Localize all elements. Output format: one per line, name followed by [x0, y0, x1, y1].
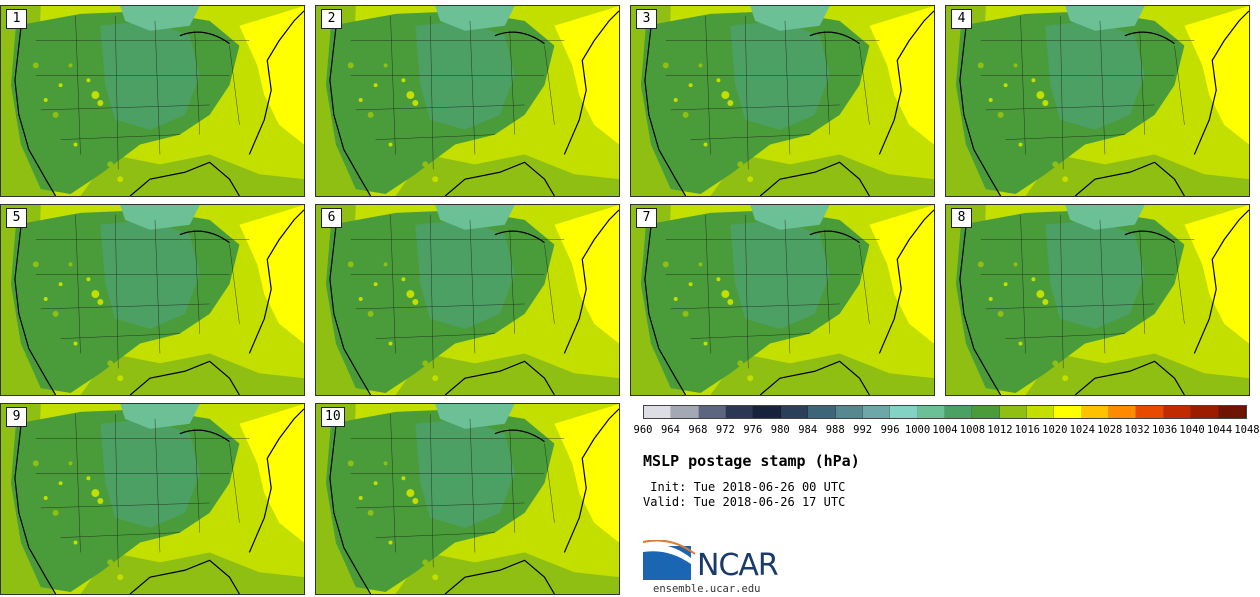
- colorbar-tick-label: 984: [798, 424, 818, 436]
- member-number: 2: [321, 9, 342, 29]
- chart-title: MSLP postage stamp (hPa): [643, 452, 860, 470]
- member-number: 10: [321, 407, 345, 427]
- stamp-panel-9: 9: [0, 403, 305, 595]
- colorbar-swatch: [835, 406, 863, 418]
- colorbar-tick-label: 1040: [1179, 424, 1205, 436]
- colorbar: [643, 405, 1247, 419]
- colorbar-tick-label: 996: [880, 424, 900, 436]
- member-number: 7: [636, 208, 657, 228]
- member-number: 8: [951, 208, 972, 228]
- stamp-panel-6: 6: [315, 204, 620, 396]
- mslp-map: [316, 205, 619, 395]
- colorbar-swatch: [698, 406, 727, 418]
- stamp-panel-3: 3: [630, 5, 935, 197]
- colorbar-swatch: [1218, 406, 1246, 418]
- colorbar-swatch: [972, 406, 1000, 418]
- colorbar-tick-label: 964: [660, 424, 680, 436]
- mslp-map: [631, 205, 934, 395]
- member-number: 3: [636, 9, 657, 29]
- mslp-map: [946, 6, 1249, 196]
- colorbar-tick-label: 976: [743, 424, 763, 436]
- member-number: 9: [6, 407, 27, 427]
- colorbar-swatch: [917, 406, 945, 418]
- colorbar-swatch: [1109, 406, 1137, 418]
- ncar-logo-text: NCAR: [697, 548, 779, 583]
- colorbar-swatch: [1136, 406, 1164, 418]
- colorbar-tick-label: 1028: [1097, 424, 1123, 436]
- valid-time: Valid: Tue 2018-06-26 17 UTC: [643, 495, 846, 509]
- colorbar-swatch: [808, 406, 836, 418]
- member-number: 4: [951, 9, 972, 29]
- colorbar-swatch: [944, 406, 973, 418]
- colorbar-swatch: [753, 406, 781, 418]
- colorbar-swatch: [1054, 406, 1082, 418]
- colorbar-tick-label: 960: [633, 424, 653, 436]
- colorbar-tick-label: 1004: [932, 424, 958, 436]
- mslp-map: [946, 205, 1249, 395]
- member-number: 5: [6, 208, 27, 228]
- colorbar-tick-label: 1000: [904, 424, 931, 436]
- mslp-map: [316, 404, 619, 594]
- colorbar-tick-label: 988: [825, 424, 845, 436]
- colorbar-tick-label: 1020: [1042, 424, 1068, 436]
- init-time: Init: Tue 2018-06-26 00 UTC: [643, 480, 846, 494]
- stamp-panel-8: 8: [945, 204, 1250, 396]
- colorbar-tick-label: 1036: [1151, 424, 1178, 436]
- stamp-panel-5: 5: [0, 204, 305, 396]
- stamp-panel-10: 10: [315, 403, 620, 595]
- colorbar-tick-label: 1048: [1234, 424, 1260, 436]
- colorbar-tick-label: 980: [770, 424, 790, 436]
- colorbar-tick-label: 1032: [1124, 424, 1150, 436]
- colorbar-swatch: [1081, 406, 1110, 418]
- stamp-panel-7: 7: [630, 204, 935, 396]
- colorbar-tick-label: 1044: [1206, 424, 1233, 436]
- mslp-map: [1, 205, 304, 395]
- colorbar-swatch: [780, 406, 809, 418]
- mslp-map: [316, 6, 619, 196]
- colorbar-swatch: [726, 406, 754, 418]
- stamp-panel-1: 1: [0, 5, 305, 197]
- colorbar-swatch: [644, 406, 672, 418]
- ncar-logo-icon: [643, 540, 696, 580]
- colorbar-swatch: [671, 406, 699, 418]
- ensemble-url: ensemble.ucar.edu: [653, 583, 761, 595]
- colorbar-tick-label: 1016: [1014, 424, 1040, 436]
- colorbar-swatch: [890, 406, 918, 418]
- member-number: 1: [6, 9, 27, 29]
- colorbar-tick-label: 1012: [987, 424, 1013, 436]
- stamp-panel-2: 2: [315, 5, 620, 197]
- colorbar-swatch: [999, 406, 1028, 418]
- colorbar-swatch: [862, 406, 891, 418]
- colorbar-tick-label: 1024: [1069, 424, 1095, 436]
- colorbar-tick-label: 992: [853, 424, 873, 436]
- colorbar-tick-label: 972: [715, 424, 735, 436]
- colorbar-swatch: [1027, 406, 1055, 418]
- colorbar-tick-label: 968: [688, 424, 708, 436]
- colorbar-swatch: [1191, 406, 1219, 418]
- mslp-map: [1, 6, 304, 196]
- colorbar-tick-label: 1008: [959, 424, 986, 436]
- colorbar-swatch: [1163, 406, 1192, 418]
- stamp-panel-4: 4: [945, 5, 1250, 197]
- member-number: 6: [321, 208, 342, 228]
- mslp-map: [631, 6, 934, 196]
- colorbar-tick-labels: 960 964 968 972 976 980 984 988 992 996 1000 1004 10…: [628, 424, 1260, 438]
- mslp-map: [1, 404, 304, 594]
